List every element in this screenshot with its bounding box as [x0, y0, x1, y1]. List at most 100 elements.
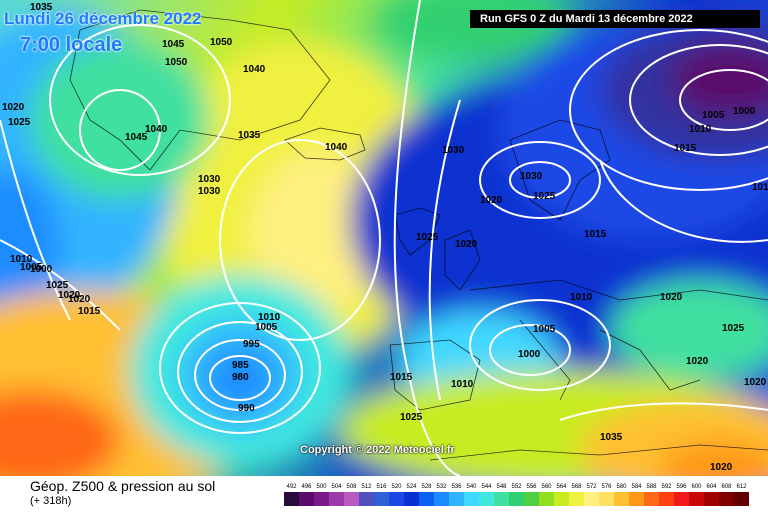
pressure-label: 1020: [2, 102, 25, 113]
pressure-label: 1010: [451, 379, 474, 390]
pressure-label: 1030: [442, 145, 465, 156]
pressure-label: 1020: [686, 356, 709, 367]
scale-swatch: [419, 492, 434, 506]
scale-swatch: [599, 492, 614, 506]
forecast-local-time: 7:00 locale: [20, 34, 123, 56]
pressure-label: 1005: [533, 324, 556, 335]
pressure-label: 1020: [68, 294, 91, 305]
pressure-label: 1050: [165, 57, 188, 68]
pressure-label: 1010: [752, 182, 768, 193]
pressure-label: 1000: [30, 264, 53, 275]
pressure-label: 1045: [162, 39, 185, 50]
scale-label: 532: [436, 484, 447, 490]
scale-label: 500: [316, 484, 327, 490]
pressure-label: 1010: [689, 124, 712, 135]
pressure-label: 1015: [674, 143, 697, 154]
scale-label: 564: [556, 484, 567, 490]
legend-subtitle: (+ 318h): [30, 495, 72, 507]
pressure-label: 1025: [8, 117, 31, 128]
scale-swatch: [629, 492, 644, 506]
scale-swatch: [389, 492, 404, 506]
scale-label: 516: [376, 484, 387, 490]
scale-swatch: [659, 492, 674, 506]
pressure-label: 1030: [198, 174, 221, 185]
pressure-label: 1020: [744, 377, 767, 388]
pressure-label: 1020: [660, 292, 683, 303]
scale-swatch: [584, 492, 599, 506]
pressure-label: 1045: [125, 132, 148, 143]
scale-label: 588: [646, 484, 657, 490]
scale-label: 584: [631, 484, 642, 490]
weather-map: 1035 1045 1050 1050 1040 1020 1025 1045 …: [0, 0, 768, 476]
scale-label: 492: [286, 484, 297, 490]
scale-swatch: [689, 492, 704, 506]
scale-swatch: [314, 492, 329, 506]
pressure-label: 1030: [520, 171, 543, 182]
pressure-labels: 1035 1045 1050 1050 1040 1020 1025 1045 …: [2, 2, 768, 473]
pressure-label: 1005: [702, 110, 725, 121]
pressure-label: 1020: [480, 195, 503, 206]
pressure-label: 990: [238, 403, 255, 414]
color-scale: 492 496 500 504 508 512 516 520 524 528 532 536 540 5…: [284, 484, 749, 506]
isobars: [0, 0, 768, 476]
pressure-label: 1025: [46, 280, 69, 291]
pressure-label: 1025: [416, 232, 439, 243]
pressure-label: 1030: [198, 186, 221, 197]
scale-swatch: [644, 492, 659, 506]
scale-label: 560: [541, 484, 552, 490]
scale-label: 596: [676, 484, 687, 490]
scale-swatch: [449, 492, 464, 506]
pressure-label: 1025: [400, 412, 423, 423]
scale-label: 528: [421, 484, 432, 490]
scale-label: 572: [586, 484, 597, 490]
coastlines: [69, 9, 768, 461]
pressure-label: 985: [232, 360, 249, 371]
scale-swatch: [674, 492, 689, 506]
run-info: Run GFS 0 Z du Mardi 13 décembre 2022: [470, 10, 760, 28]
scale-swatch: [539, 492, 554, 506]
scale-label: 524: [406, 484, 417, 490]
scale-swatch: [509, 492, 524, 506]
pressure-label: 1035: [30, 2, 53, 13]
legend-footer: Géop. Z500 & pression au sol (+ 318h) 49…: [0, 476, 768, 512]
scale-swatch: [494, 492, 509, 506]
pressure-label: 1040: [145, 124, 168, 135]
scale-label: 608: [721, 484, 732, 490]
scale-swatch: [434, 492, 449, 506]
pressure-label: 1015: [390, 372, 413, 383]
pressure-label: 1035: [600, 432, 623, 443]
pressure-label: 1010: [10, 254, 33, 265]
scale-label: 512: [361, 484, 372, 490]
scale-label: 536: [451, 484, 462, 490]
scale-label: 520: [391, 484, 402, 490]
scale-label: 568: [571, 484, 582, 490]
scale-label: 504: [331, 484, 342, 490]
pressure-label: 1005: [255, 322, 278, 333]
scale-label: 580: [616, 484, 627, 490]
scale-swatch: [554, 492, 569, 506]
pressure-label: 995: [243, 339, 260, 350]
scale-swatch: [404, 492, 419, 506]
scale-swatch: [704, 492, 719, 506]
scale-label: 604: [706, 484, 717, 490]
scale-swatch: [524, 492, 539, 506]
pressure-label: 1020: [710, 462, 733, 473]
pressure-label: 1000: [733, 106, 756, 117]
pressure-label: 1040: [325, 142, 348, 153]
scale-label: 552: [511, 484, 522, 490]
scale-label: 548: [496, 484, 507, 490]
map-canvas: 1035 1045 1050 1050 1040 1020 1025 1045 …: [0, 0, 768, 476]
scale-swatch: [479, 492, 494, 506]
pressure-label: 1020: [455, 239, 478, 250]
pressure-label: 1020: [58, 290, 81, 301]
forecast-date: Lundi 26 décembre 2022: [4, 9, 202, 28]
geopotential-field: [0, 0, 768, 476]
scale-swatch: [734, 492, 749, 506]
pressure-label: 1000: [518, 349, 541, 360]
scale-label: 576: [601, 484, 612, 490]
copyright: Copyright © 2022 Meteociel.fr: [300, 444, 455, 456]
pressure-label: 1015: [584, 229, 607, 240]
pressure-label: 1035: [238, 130, 261, 141]
scale-swatch: [374, 492, 389, 506]
scale-label: 600: [691, 484, 702, 490]
